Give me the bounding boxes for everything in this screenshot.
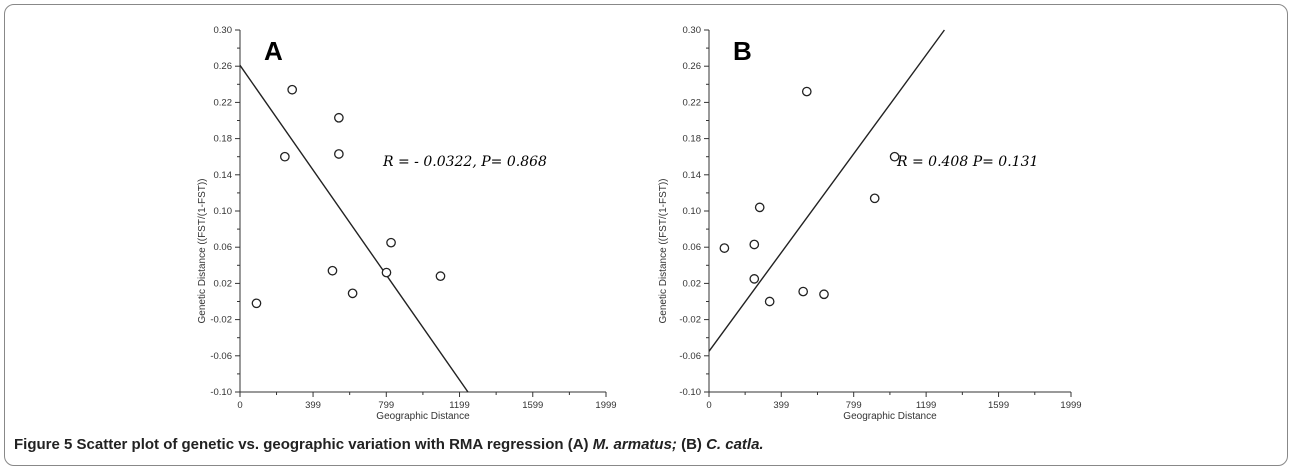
data-point: [749, 274, 760, 284]
caption-middle: (B): [676, 436, 707, 453]
figure-caption: Figure 5 Scatter plot of genetic vs. geo…: [14, 436, 764, 453]
y-tick-label: 0.22: [214, 97, 233, 108]
y-tick-label: 0.10: [214, 206, 233, 217]
data-point: [334, 149, 344, 159]
x-tick-label: 0: [237, 400, 242, 411]
data-point: [381, 267, 392, 278]
data-point: [435, 271, 446, 282]
x-tick-label: 399: [773, 400, 789, 411]
panel-label-b: B: [733, 36, 752, 66]
y-tick-label: 0.10: [683, 206, 702, 217]
stat-annotation: R = - 0.0322, P= 0.868: [382, 154, 547, 170]
data-point: [749, 239, 760, 250]
chart-panel-a: -0.10 -0.06 -0.02 0.02 0.06 0.10 0.14 0.18 0.22 0…: [197, 25, 617, 422]
y-tick-label: 0.02: [214, 278, 233, 289]
x-tick-label: 1599: [988, 400, 1009, 411]
x-tick-label: 1999: [595, 400, 616, 411]
y-tick-label: 0.30: [214, 25, 233, 36]
data-point: [869, 193, 880, 204]
x-tick-label: 799: [378, 400, 394, 411]
data-point: [764, 296, 775, 307]
y-tick-label: -0.02: [679, 315, 701, 326]
x-tick-label: 1199: [449, 400, 469, 411]
data-point: [334, 112, 344, 123]
y-tick-label: 0.22: [683, 97, 702, 108]
y-tick-label: 0.06: [683, 242, 702, 253]
y-tick-label: 0.14: [214, 170, 233, 181]
y-tick-label: 0.18: [214, 134, 233, 145]
y-tick-label: 0.06: [214, 242, 233, 253]
y-axis-title: Genetic Distance ((FST/(1-FST)): [658, 178, 669, 323]
stat-annotation: R = 0.408 P= 0.131: [896, 154, 1038, 170]
data-point: [280, 151, 290, 162]
data-point: [327, 265, 338, 276]
x-tick-label: 1999: [1060, 400, 1081, 411]
y-tick-label: -0.02: [210, 315, 232, 326]
data-point: [819, 289, 829, 300]
data-point: [801, 86, 812, 97]
data-point: [251, 298, 262, 309]
data-point: [754, 202, 765, 213]
y-tick-label: 0.18: [683, 134, 702, 145]
y-tick-label: 0.02: [683, 278, 702, 289]
y-tick-label: 0.26: [214, 61, 233, 72]
y-tick-label: 0.26: [683, 61, 702, 72]
x-tick-label: 0: [706, 400, 711, 411]
x-tick-label: 799: [846, 400, 862, 411]
data-point: [719, 243, 730, 253]
x-tick-label: 1199: [916, 400, 936, 411]
data-point: [889, 151, 900, 162]
x-axis-title: Geographic Distance: [843, 411, 937, 422]
data-point: [386, 237, 396, 248]
regression-line: [708, 29, 945, 352]
x-tick-label: 1599: [522, 400, 543, 411]
y-tick-label: 0.30: [683, 25, 702, 36]
data-point: [798, 286, 809, 297]
figure-frame: [4, 4, 1288, 466]
y-tick-label: -0.10: [210, 387, 232, 398]
x-axis-title: Geographic Distance: [376, 411, 470, 422]
y-tick-label: -0.10: [679, 387, 701, 398]
y-axis-title: Genetic Distance ((FST/(1-FST)): [197, 178, 208, 323]
data-point: [287, 84, 298, 95]
y-tick-label: 0.14: [683, 170, 702, 181]
regression-line: [239, 64, 469, 393]
caption-species-b: C. catla.: [706, 436, 764, 453]
chart-panel-b: -0.10 -0.06 -0.02 0.02 0.06 0.10 0.14 0.18 0.22 0…: [658, 25, 1082, 422]
panel-label-a: A: [264, 36, 283, 66]
data-point: [347, 288, 358, 299]
x-tick-label: 399: [305, 400, 321, 411]
caption-species-a: M. armatus;: [592, 436, 677, 453]
y-tick-label: -0.06: [679, 351, 701, 362]
caption-prefix: Figure 5 Scatter plot of genetic vs. geo…: [14, 436, 593, 453]
y-tick-label: -0.06: [210, 351, 232, 362]
